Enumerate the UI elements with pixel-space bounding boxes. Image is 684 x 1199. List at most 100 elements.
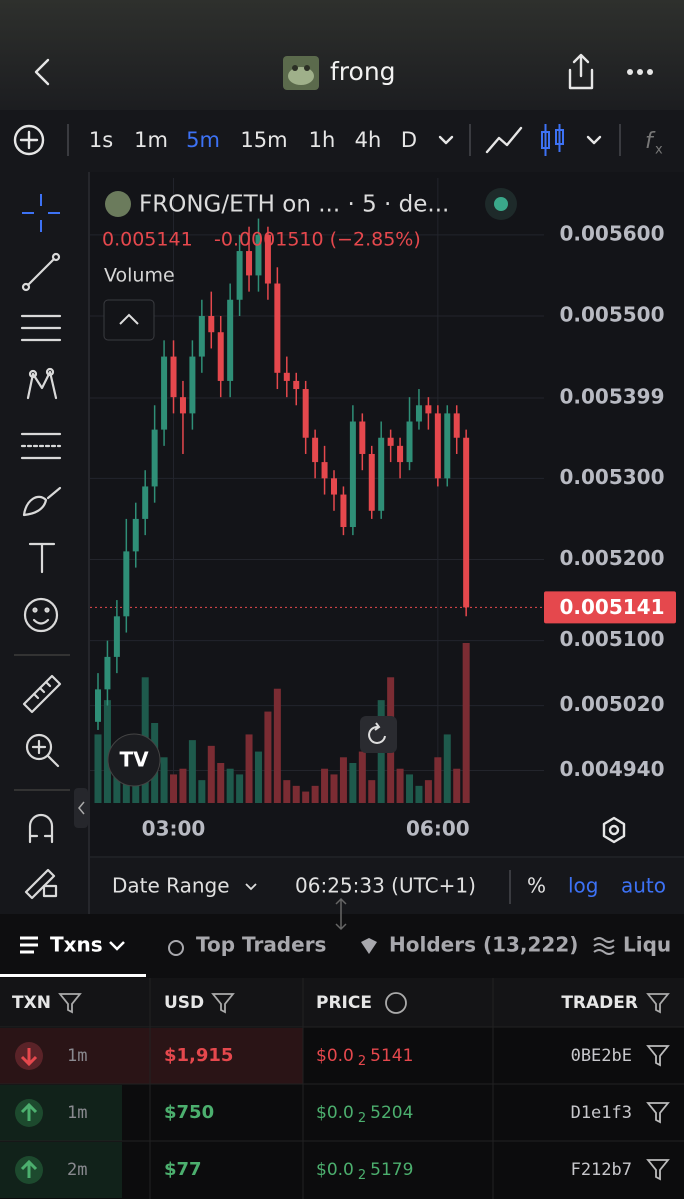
- trader-filter[interactable]: [646, 1159, 670, 1181]
- tab-icon: [361, 938, 377, 954]
- collapse-legend[interactable]: [103, 299, 155, 341]
- filter-icon[interactable]: [58, 993, 670, 1014]
- add-indicator[interactable]: [13, 124, 45, 156]
- tab[interactable]: Liqu: [623, 933, 671, 957]
- tab-active[interactable]: Txns: [50, 933, 103, 957]
- price-axis: 0.005600 0.005500 0.005399 0.005300 0.005200…: [142, 221, 676, 841]
- trader-filter[interactable]: [646, 1045, 670, 1067]
- text-tool[interactable]: [28, 542, 56, 574]
- volume-bar: [160, 757, 168, 803]
- tab[interactable]: Top Traders: [196, 933, 326, 957]
- candle-body: [349, 421, 356, 528]
- collapse-toolbar[interactable]: [74, 788, 88, 828]
- interval[interactable]: 1m: [134, 128, 168, 152]
- price-digits: 5204: [370, 1103, 413, 1123]
- chart-type-menu[interactable]: [586, 135, 602, 145]
- interval[interactable]: 5m: [186, 128, 220, 152]
- date-range[interactable]: Date Range: [112, 874, 230, 898]
- interval[interactable]: 1s: [89, 128, 113, 152]
- legend-price: 0.005141: [102, 229, 193, 251]
- volume-bar: [424, 780, 432, 803]
- line-chart-button[interactable]: [485, 126, 523, 154]
- transactions-table: TXN USD PRICE TRADER 1m $1,915 $0.0 2 5141 0B…: [0, 978, 684, 1199]
- lock-tool[interactable]: [24, 868, 58, 900]
- candle-body: [179, 397, 186, 414]
- candle-body: [331, 478, 337, 495]
- back-button[interactable]: [34, 58, 50, 86]
- volume-bar: [94, 734, 102, 803]
- price-digits: 5179: [370, 1160, 413, 1180]
- pattern-tool[interactable]: [26, 367, 58, 400]
- column-header[interactable]: USD: [164, 993, 204, 1013]
- indicators-button[interactable]: x: [655, 143, 663, 158]
- candle-body: [312, 437, 319, 463]
- pair-icon: [105, 191, 131, 217]
- clock: 06:25:33 (UTC+1): [295, 874, 476, 898]
- settings-button[interactable]: [602, 816, 626, 844]
- tx-usd: $750: [164, 1102, 214, 1123]
- brush-tool[interactable]: [22, 486, 62, 517]
- candle-body: [425, 405, 432, 414]
- tx-usd: $77: [164, 1159, 202, 1180]
- volume-bar: [179, 768, 187, 803]
- share-button[interactable]: [568, 53, 594, 90]
- candle-body: [208, 315, 215, 333]
- candle-chart-button[interactable]: [541, 124, 564, 156]
- column-header[interactable]: PRICE: [316, 993, 372, 1013]
- fib-tool[interactable]: [20, 314, 62, 342]
- volume-bar: [302, 791, 310, 803]
- candle-body: [142, 486, 149, 519]
- crosshair-tool[interactable]: [22, 194, 60, 232]
- magnet-tool[interactable]: [28, 813, 54, 844]
- more-button[interactable]: [627, 69, 653, 75]
- interval[interactable]: 1h: [309, 128, 336, 152]
- candle-body: [274, 283, 281, 373]
- trader-filter[interactable]: [646, 1102, 670, 1124]
- token-name: frong: [330, 57, 396, 86]
- tab[interactable]: Holders (13,222): [389, 933, 578, 957]
- volume-bar: [245, 734, 253, 803]
- interval[interactable]: D: [401, 128, 417, 152]
- price-prefix: $0.0: [316, 1046, 354, 1066]
- y-tick-label: 0.005600: [559, 221, 664, 245]
- auto-toggle[interactable]: auto: [621, 874, 666, 898]
- y-tick-label: 0.005300: [559, 465, 664, 489]
- interval[interactable]: 15m: [240, 128, 287, 152]
- price-digits: 5141: [370, 1046, 413, 1066]
- volume-bar: [434, 757, 442, 803]
- volume-bar: [283, 780, 291, 803]
- log-toggle[interactable]: log: [568, 874, 599, 898]
- indicators-button[interactable]: f: [645, 129, 656, 154]
- candle-body: [161, 356, 168, 430]
- collapse-legend-icon: [119, 313, 139, 325]
- interval[interactable]: 4h: [355, 128, 382, 152]
- resize-handle[interactable]: [335, 897, 347, 931]
- tx-age: 2m: [67, 1160, 87, 1180]
- volume-bar: [254, 751, 262, 803]
- candle-body: [406, 421, 413, 463]
- volume-bar: [198, 780, 206, 803]
- interval-menu[interactable]: [438, 135, 454, 145]
- column-header[interactable]: TRADER: [561, 993, 638, 1013]
- forecast-tool[interactable]: [20, 432, 62, 460]
- tradingview-logo: TV: [107, 733, 161, 787]
- volume-bar: [349, 763, 357, 803]
- ruler-tool[interactable]: [22, 674, 62, 714]
- candle-body: [463, 437, 470, 608]
- currency-toggle[interactable]: [385, 992, 407, 1014]
- y-tick-label: 0.004940: [559, 757, 664, 781]
- volume-bar: [226, 768, 234, 803]
- percent-toggle[interactable]: %: [527, 874, 546, 898]
- column-header[interactable]: TXN: [12, 993, 51, 1013]
- volume-bar: [273, 688, 281, 803]
- zoom-tool[interactable]: [25, 733, 60, 768]
- candle-body: [387, 437, 394, 446]
- tx-trader: D1e1f3: [571, 1103, 632, 1123]
- candle-body: [368, 453, 375, 511]
- icon-tool[interactable]: [23, 597, 59, 633]
- svg-text:TV: TV: [119, 748, 149, 772]
- reset-button[interactable]: [360, 716, 397, 753]
- trend-line-tool[interactable]: [21, 252, 61, 292]
- candle-body: [113, 616, 120, 657]
- volume-bar: [311, 785, 319, 803]
